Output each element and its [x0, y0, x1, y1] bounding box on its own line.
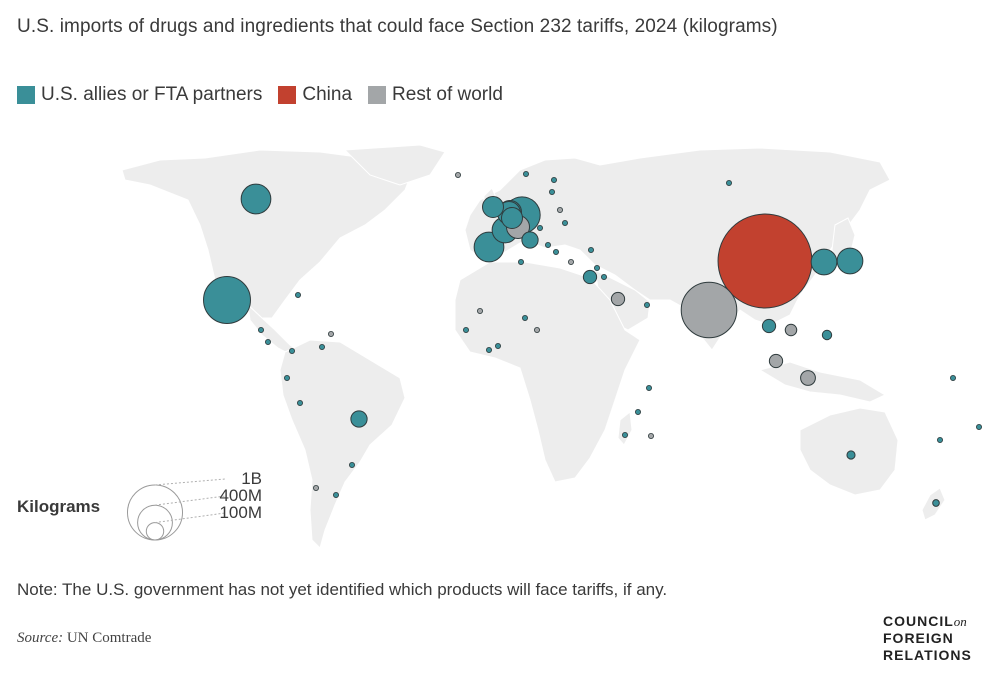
source-label: Source:: [17, 630, 64, 646]
logo-line-1: COUNCIL: [883, 613, 954, 629]
bubble-minor-country: [594, 264, 601, 271]
bubble-minor-country: [622, 431, 629, 438]
bubble-minor-country: [648, 432, 655, 439]
bubble-minor-country: [294, 291, 301, 298]
bubble-italy: [521, 231, 539, 249]
bubble-minor-country: [454, 171, 461, 178]
bubble-mexico: [203, 276, 251, 324]
bubble-minor-country: [348, 461, 355, 468]
logo-on: on: [953, 614, 967, 629]
bubble-minor-country: [332, 491, 339, 498]
land-greenland: [343, 144, 446, 186]
bubble-saudi-arabia: [610, 291, 626, 307]
bubble-minor-country: [545, 241, 552, 248]
legend-label-allies: U.S. allies or FTA partners: [41, 84, 263, 105]
bubble-minor-country: [549, 188, 556, 195]
land-africa: [454, 261, 641, 483]
land-southeast-asia-islands: [758, 361, 887, 403]
chart-source: Source: UN Comtrade: [17, 630, 151, 647]
bubble-minor-country: [950, 374, 957, 381]
bubble-minor-country: [588, 246, 595, 253]
size-legend-circle: [145, 522, 165, 541]
size-legend-leader: [154, 512, 226, 524]
bubble-minor-country: [518, 258, 525, 265]
bubble-minor-country: [646, 384, 653, 391]
legend-item-rest: Rest of world: [368, 84, 503, 106]
bubble-minor-country: [485, 346, 492, 353]
bubble-minor-country: [537, 224, 544, 231]
chart-title: U.S. imports of drugs and ingredients th…: [17, 16, 778, 37]
chart-note: Note: The U.S. government has not yet id…: [17, 580, 668, 599]
bubble-malaysia: [800, 370, 816, 386]
bubble-minor-country: [494, 342, 501, 349]
size-legend-circle: [126, 484, 184, 541]
bubble-japan: [836, 247, 864, 275]
bubble-minor-country: [288, 347, 295, 354]
bubble-israel: [582, 269, 598, 285]
bubble-minor-country: [562, 219, 569, 226]
bubble-minor-country: [937, 436, 944, 443]
bubble-minor-country: [534, 326, 541, 333]
color-legend: U.S. allies or FTA partners China Rest o…: [17, 84, 519, 106]
legend-swatch-allies: [17, 86, 35, 104]
bubble-ireland: [482, 196, 504, 218]
bubble-minor-country: [635, 408, 642, 415]
size-legend-label: 100M: [219, 503, 262, 522]
legend-label-china: China: [302, 84, 353, 105]
source-text: UN Comtrade: [66, 630, 152, 646]
bubble-new-zealand: [932, 499, 940, 507]
size-legend-title: Kilograms: [17, 497, 101, 516]
logo-line-2: FOREIGN: [883, 630, 954, 646]
cfr-logo: COUNCILon FOREIGN RELATIONS: [883, 613, 972, 664]
bubble-australia: [846, 450, 856, 460]
legend-swatch-china: [278, 86, 297, 104]
bubble-minor-country: [264, 338, 271, 345]
bubble-minor-country: [726, 179, 733, 186]
size-legend-label: 1B: [241, 472, 262, 488]
bubble-minor-country: [557, 206, 564, 213]
bubble-minor-country: [312, 484, 319, 491]
bubble-india: [680, 281, 738, 339]
land-north-america: [121, 149, 413, 319]
legend-label-rest: Rest of world: [392, 84, 503, 105]
legend-swatch-rest: [368, 86, 387, 104]
bubble-minor-country: [976, 423, 983, 430]
bubble-minor-country: [283, 374, 290, 381]
bubble-layer: [203, 170, 983, 507]
bubble-belgium: [501, 207, 523, 229]
bubble-minor-country: [568, 258, 575, 265]
bubble-minor-country: [257, 326, 264, 333]
bubble-minor-country: [644, 301, 651, 308]
bubble-minor-country: [522, 314, 529, 321]
world-map: [121, 144, 983, 549]
size-legend-leader: [154, 495, 226, 506]
bubble-minor-country: [327, 330, 334, 337]
legend-item-allies: U.S. allies or FTA partners: [17, 84, 262, 106]
bubble-minor-country: [462, 326, 469, 333]
bubble-minor-country: [553, 248, 560, 255]
size-legend-leader: [154, 478, 226, 486]
bubble-minor-country: [476, 307, 483, 314]
bubble-canada: [240, 183, 272, 215]
land-madagascar: [617, 411, 633, 446]
bubble-vietnam: [761, 318, 777, 334]
bubble-minor-country: [551, 176, 558, 183]
logo-line-3: RELATIONS: [883, 647, 972, 663]
bubble-south-korea: [810, 248, 838, 276]
bubble-thailand: [768, 353, 784, 369]
size-legend-label: 400M: [219, 486, 262, 505]
bubble-philippines: [821, 329, 833, 341]
bubble-brazil: [350, 410, 368, 428]
bubble-minor-country: [523, 170, 530, 177]
bubble-minor-country: [296, 399, 303, 406]
bubble-taiwan: [784, 323, 798, 337]
bubble-minor-country: [318, 343, 325, 350]
bubble-minor-country: [601, 273, 608, 280]
legend-item-china: China: [278, 84, 352, 106]
land-south-america: [279, 339, 406, 549]
